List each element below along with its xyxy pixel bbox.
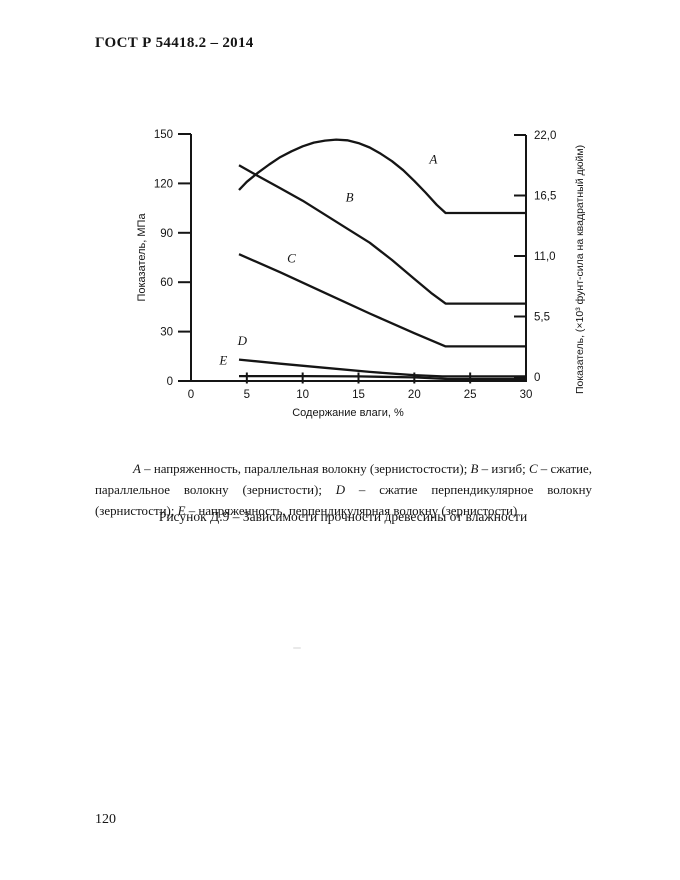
x-tick-label: 15 <box>352 389 365 401</box>
legend-series-letter: A <box>133 461 141 476</box>
y-right-axis-title: Показатель, (×10³ фунт-сила на квадратны… <box>574 145 586 394</box>
curve-C <box>238 253 526 348</box>
figure-caption: Рисунок Д.9 – Зависимости прочности древ… <box>158 509 528 524</box>
curve-label-A: A <box>428 152 437 167</box>
curve-label-D: D <box>237 333 248 348</box>
y-right-tick-label: 22,0 <box>534 130 556 142</box>
x-axis-title: Содержание влаги, % <box>292 407 404 419</box>
x-tick-label: 0 <box>188 389 194 401</box>
y-left-tick-label: 90 <box>160 228 173 240</box>
y-left-tick-label: 150 <box>154 129 173 141</box>
x-tick-label: 30 <box>520 389 533 401</box>
legend-text-run: – изгиб; <box>478 461 529 476</box>
y-right-tick-label: 16,5 <box>534 191 556 203</box>
scan-artifact <box>293 647 301 649</box>
figure-chart: 150 120 90 60 30 0 22,0 16,5 11,0 5,5 0 0 5 10 15 20 25 3… <box>115 106 620 436</box>
x-tick-label: 25 <box>464 389 477 401</box>
y-left-tick-label: 30 <box>160 327 173 339</box>
legend-series-letter: B <box>470 461 479 476</box>
legend-text-run: – напряженность, перпендикулярная волокн… <box>185 503 518 518</box>
legend-text-run: – напряженность, параллельная волокну (з… <box>140 461 471 476</box>
y-left-tick-label: 120 <box>154 178 173 190</box>
y-right-tick-label: 0 <box>534 372 540 384</box>
curve-B <box>238 164 526 305</box>
x-tick-label: 10 <box>296 389 309 401</box>
x-tick-label: 5 <box>244 389 250 401</box>
curve-E <box>239 374 526 381</box>
curve-label-E: E <box>218 353 227 368</box>
legend-text-run: – сжатие, параллельное волокну (зернисто… <box>95 461 592 497</box>
curve-label-C: C <box>287 250 296 265</box>
legend-series-letter: C <box>528 461 538 476</box>
legend-series-letter: E <box>177 503 186 518</box>
curve-A <box>238 138 526 215</box>
page-number: 120 <box>95 812 116 827</box>
y-left-tick-label: 60 <box>160 277 173 289</box>
document-header: ГОСТ Р 54418.2 – 2014 <box>95 35 254 51</box>
legend-text-run: – сжатие перпендикулярное волокну (зерни… <box>95 482 592 518</box>
curve-D <box>238 358 526 378</box>
y-right-tick-label: 5,5 <box>534 312 550 324</box>
y-left-tick-label: 0 <box>167 376 173 388</box>
y-right-tick-label: 11,0 <box>534 251 556 263</box>
y-left-axis-title: Показатель, МПа <box>136 213 148 302</box>
legend-series-letter: D <box>335 482 346 497</box>
x-tick-label: 20 <box>408 389 421 401</box>
curve-label-B: B <box>346 190 354 205</box>
figure-legend-text: A – напряженность, параллельная волокну … <box>95 459 592 522</box>
